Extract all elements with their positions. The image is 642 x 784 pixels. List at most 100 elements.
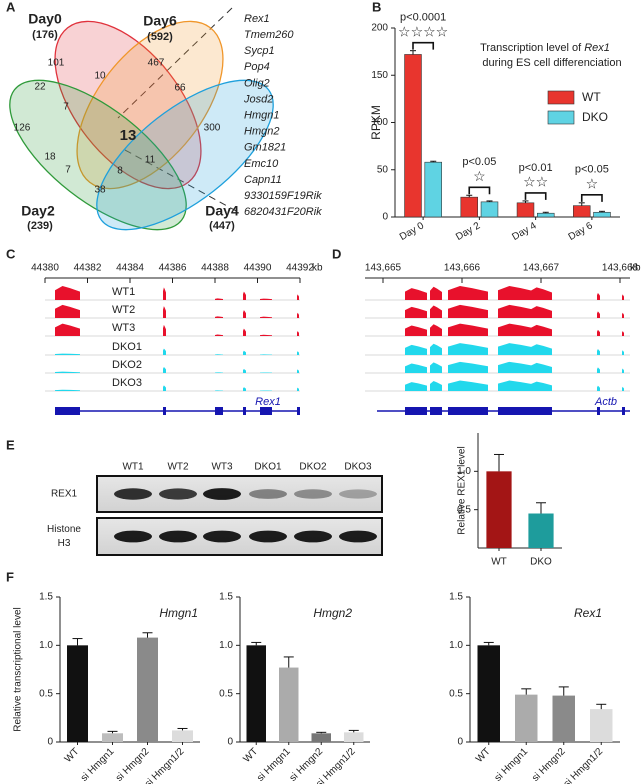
exon <box>498 407 536 415</box>
gene-name: Hmgn1 <box>244 110 279 122</box>
coordinate-unit: kb <box>312 263 323 274</box>
venn-region-count: 101 <box>48 58 65 69</box>
coverage-track <box>55 348 299 355</box>
y-tick-label: 0.5 <box>39 688 53 699</box>
venn-set-name: Day4 <box>205 203 239 219</box>
exon <box>430 407 442 415</box>
p-value: p<0.05 <box>462 156 496 168</box>
exon <box>260 407 272 415</box>
y-tick-label: 200 <box>371 23 388 34</box>
venn-region-count: 38 <box>94 185 106 196</box>
blot-band <box>249 530 287 543</box>
exon <box>55 407 80 415</box>
coordinate-unit: kb <box>630 263 641 274</box>
blot-band <box>114 488 152 500</box>
blot-row-label: REX1 <box>51 489 78 500</box>
y-tick-label: 0.5 <box>219 688 233 699</box>
sample-label: DKO3 <box>112 377 142 389</box>
x-tick-label: Day 4 <box>510 220 539 243</box>
gene-label: Actb <box>594 396 617 408</box>
exon <box>448 407 488 415</box>
y-axis-label: RPKM <box>369 105 383 140</box>
coverage-track <box>55 366 299 373</box>
panel-label: C <box>6 246 16 261</box>
y-tick-label: 0 <box>457 737 463 748</box>
exon <box>215 407 223 415</box>
coordinate-label: 143,665 <box>365 263 402 274</box>
coverage-track <box>55 286 299 300</box>
venn-region-count: 10 <box>94 71 106 82</box>
legend-swatch <box>547 110 575 125</box>
y-tick-label: 0 <box>227 737 233 748</box>
y-tick-label: 1.0 <box>39 640 53 651</box>
bar <box>480 201 499 218</box>
bar <box>311 733 331 742</box>
chart-title: during ES cell differenciation <box>482 57 621 69</box>
x-tick-label: si Hmgn2 <box>530 746 568 784</box>
coordinate-label: 44390 <box>244 263 272 274</box>
coverage-track <box>405 323 624 336</box>
callout-line <box>117 7 233 119</box>
blot-band <box>203 530 241 543</box>
chart-title: Hmgn2 <box>313 606 352 620</box>
coordinate-label: 44382 <box>74 263 102 274</box>
bar <box>279 667 299 742</box>
gene-name: Pop4 <box>244 61 270 73</box>
y-axis-label: Relative transcriptional level <box>13 607 24 732</box>
bar <box>573 205 591 218</box>
bar <box>172 730 193 742</box>
x-tick-label: si Hmgn1/2 <box>562 746 606 784</box>
chart-title-part: Rex1 <box>584 42 610 54</box>
bar <box>477 645 500 742</box>
coverage-track <box>55 304 299 318</box>
coordinate-label: 143,666 <box>444 263 481 274</box>
panel-label: F <box>6 569 14 584</box>
bar <box>515 694 538 742</box>
venn-set <box>54 20 202 190</box>
gene-name: Emc10 <box>244 158 279 170</box>
sample-label: DKO2 <box>112 359 142 371</box>
gene-name: 9330159F19Rik <box>244 190 322 202</box>
coordinate-label: 44384 <box>116 263 144 274</box>
y-tick-label: 1.5 <box>39 592 53 603</box>
lane-label: DKO1 <box>254 462 282 473</box>
bar <box>404 54 422 218</box>
venn-set <box>96 79 274 231</box>
significance-stars: ☆☆☆☆ <box>398 23 448 39</box>
chart-title: Transcription level of Rex1 <box>480 42 610 54</box>
panel-label: A <box>6 0 16 14</box>
legend-label: WT <box>582 90 601 104</box>
coverage-track <box>55 385 299 391</box>
lane-label: WT3 <box>211 462 233 473</box>
y-tick-label: 1.5 <box>449 592 463 603</box>
significance-bracket <box>524 192 547 200</box>
venn-set-name: Day6 <box>143 13 177 29</box>
y-tick-label: 150 <box>371 70 388 81</box>
bar <box>424 161 442 218</box>
coordinate-label: 44386 <box>159 263 187 274</box>
y-tick-label: 50 <box>377 164 389 175</box>
gene-name: Tmem260 <box>244 29 294 41</box>
coverage-track <box>405 343 624 355</box>
blot-band <box>203 488 241 500</box>
venn-set-count: (176) <box>32 29 58 41</box>
y-tick-label: 1.0 <box>457 466 471 477</box>
blot-band <box>294 530 332 543</box>
legend-swatch <box>547 90 575 105</box>
venn-set-count: (447) <box>209 220 235 232</box>
x-tick-label: Day 6 <box>567 220 596 243</box>
blot-band <box>339 530 377 543</box>
blot-band <box>294 489 332 499</box>
lane-label: WT2 <box>167 462 189 473</box>
y-tick-label: 0 <box>382 212 388 223</box>
chart-title: Hmgn1 <box>159 606 198 620</box>
panel-label: D <box>332 246 341 261</box>
coordinate-label: 44380 <box>31 263 59 274</box>
x-tick-label: Day 0 <box>398 220 427 243</box>
bar <box>516 202 535 218</box>
venn-region-count: 467 <box>148 58 165 69</box>
x-tick-label: Day 2 <box>454 220 483 243</box>
venn-region-count: 8 <box>117 166 123 177</box>
venn-set-count: (592) <box>147 31 173 43</box>
y-tick-label: 1.0 <box>219 640 233 651</box>
